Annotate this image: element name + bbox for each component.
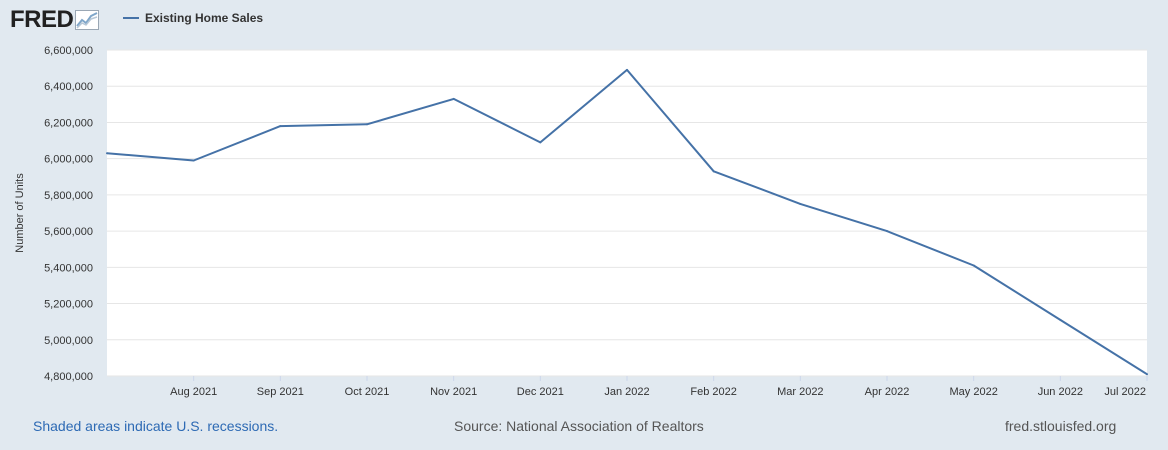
data-point[interactable] [452,97,455,100]
x-tick-label: Jan 2022 [604,386,649,398]
y-tick-label: 5,000,000 [44,335,93,347]
y-tick-label: 5,400,000 [44,262,93,274]
x-tick-label: Feb 2022 [690,386,736,398]
data-point[interactable] [539,141,542,144]
data-point[interactable] [106,152,108,155]
x-tick-label: Oct 2021 [345,386,390,398]
source-note: Source: National Association of Realtors [454,418,704,434]
data-point[interactable] [366,123,368,126]
data-point[interactable] [1059,318,1062,321]
y-tick-label: 6,200,000 [44,117,93,129]
y-tick-label: 6,000,000 [44,154,93,166]
data-point[interactable] [192,159,195,162]
data-point[interactable] [1146,373,1148,376]
y-tick-label: 5,800,000 [44,190,93,202]
x-tick-label: Mar 2022 [777,386,823,398]
data-point[interactable] [886,230,888,233]
y-tick-label: 4,800,000 [44,371,93,383]
y-tick-label: 6,600,000 [44,45,93,57]
x-tick-label: Sep 2021 [257,386,304,398]
x-tick-label: May 2022 [950,386,998,398]
series-line[interactable] [106,68,1148,376]
logo-text: FRED [10,6,74,33]
chart-line-icon [75,10,100,30]
x-tick-label: Jun 2022 [1038,386,1083,398]
legend-swatch [123,17,139,19]
data-point[interactable] [279,125,282,128]
y-tick-label: 5,200,000 [44,299,93,311]
plot-area [107,50,1147,376]
legend: Existing Home Sales [123,11,263,25]
x-tick-label: Apr 2022 [865,386,910,398]
x-tick-label: Jul 2022 [1104,386,1146,398]
data-point[interactable] [799,202,802,205]
fred-logo[interactable]: FRED [10,6,100,34]
x-tick-label: Dec 2021 [517,386,564,398]
fred-url: fred.stlouisfed.org [1005,418,1117,434]
y-tick-label: 5,600,000 [44,226,93,238]
line-chart: 4,800,000 5,000,000 5,200,000 5,400,000 5,60… [44,45,1148,398]
legend-label: Existing Home Sales [145,11,264,25]
recession-note: Shaded areas indicate U.S. recessions. [33,418,279,434]
data-point[interactable] [712,170,715,173]
x-tick-label: Aug 2021 [170,386,217,398]
x-tick-label: Nov 2021 [430,386,477,398]
y-tick-label: 6,400,000 [44,81,93,93]
data-point[interactable] [626,68,628,71]
data-point[interactable] [972,264,975,267]
